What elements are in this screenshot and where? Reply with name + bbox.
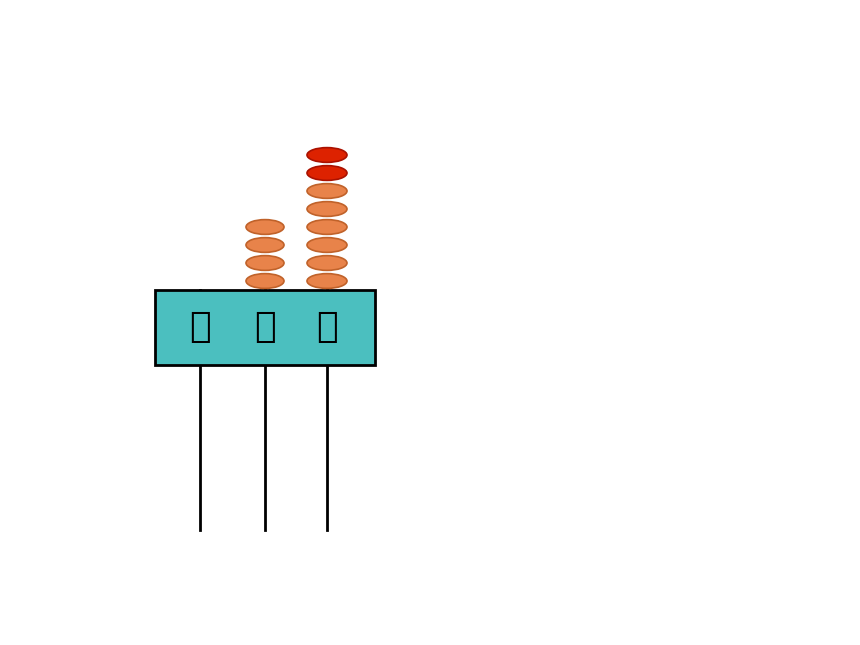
Text: 百: 百 [189, 310, 211, 344]
Ellipse shape [307, 184, 347, 199]
Bar [155, 290, 375, 365]
Ellipse shape [307, 237, 347, 252]
Text: 十: 十 [255, 310, 276, 344]
Ellipse shape [246, 255, 284, 270]
Ellipse shape [246, 219, 284, 234]
Ellipse shape [307, 273, 347, 288]
Ellipse shape [307, 255, 347, 270]
Ellipse shape [246, 237, 284, 252]
Ellipse shape [246, 273, 284, 288]
Ellipse shape [307, 148, 347, 163]
Ellipse shape [307, 166, 347, 181]
Text: 个: 个 [316, 310, 338, 344]
Ellipse shape [307, 202, 347, 216]
Ellipse shape [307, 219, 347, 234]
